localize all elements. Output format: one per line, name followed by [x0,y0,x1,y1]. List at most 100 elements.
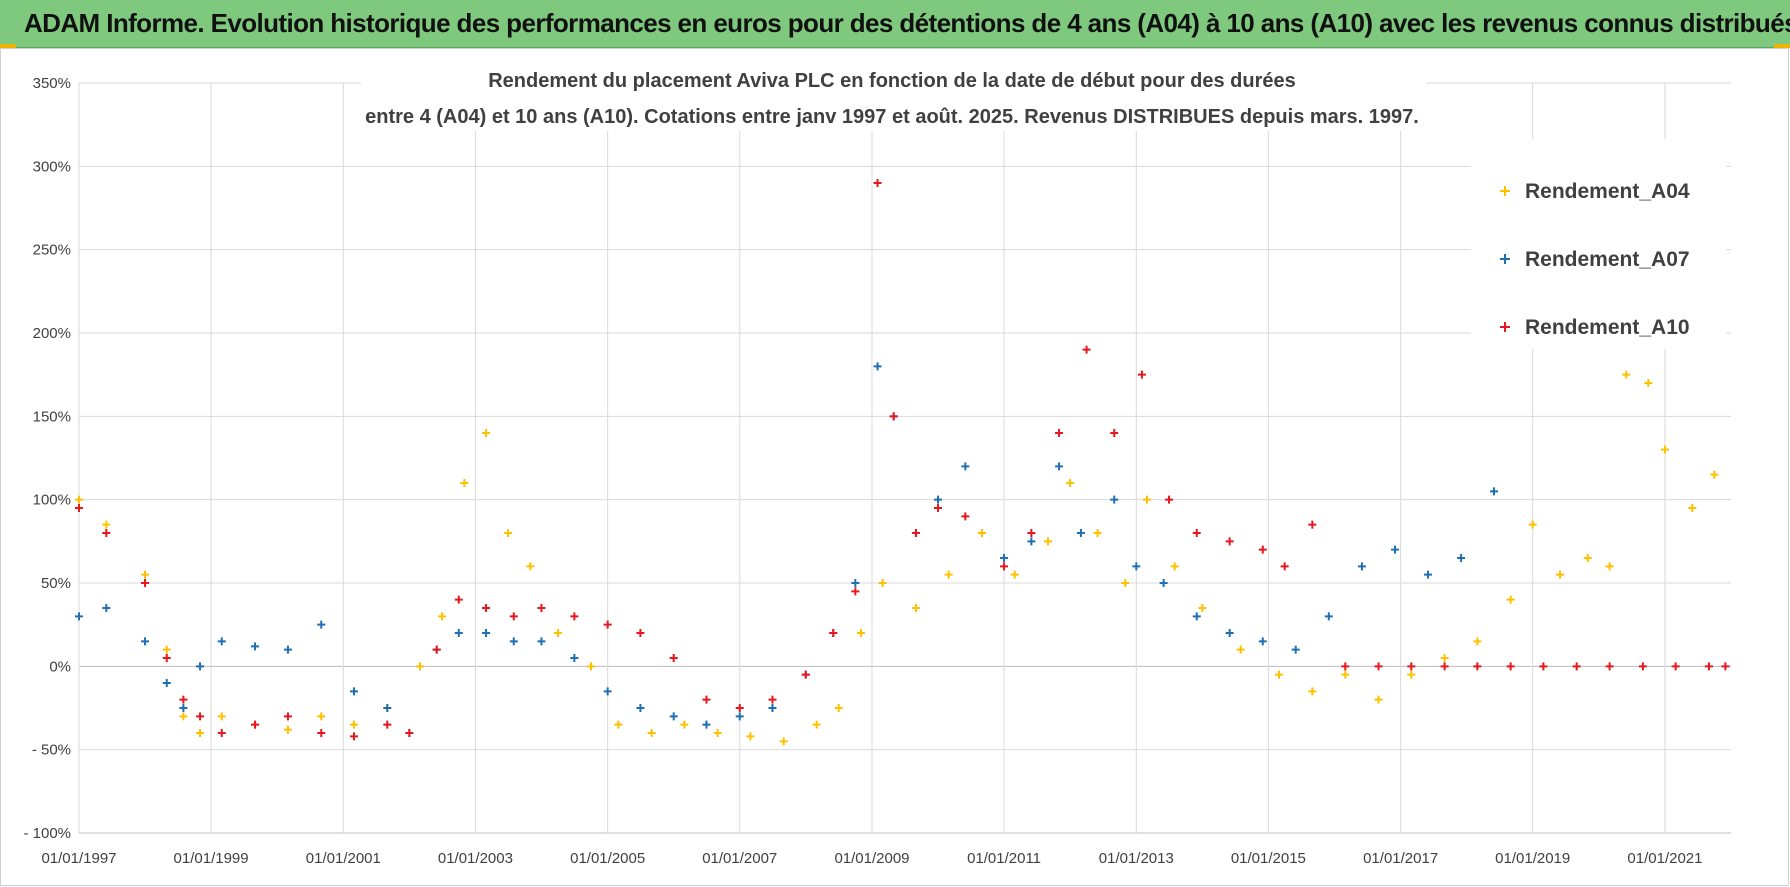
data-point-rendement_a04 [1308,687,1317,696]
data-point-rendement_a10 [1192,529,1201,537]
corner-mark-left [0,44,16,48]
data-point-rendement_a10 [1440,662,1449,671]
data-point-rendement_a10 [102,529,111,537]
data-point-rendement_a07 [1357,562,1366,571]
x-tick-label: 01/01/1999 [174,850,249,867]
data-point-rendement_a07 [1457,554,1466,562]
data-point-rendement_a04 [1506,595,1515,604]
data-point-rendement_a10 [350,732,359,741]
y-tick-label: 200% [33,325,71,342]
data-point-rendement_a04 [162,645,171,654]
data-point-rendement_a10 [251,720,260,729]
data-point-rendement_a07 [1258,637,1267,646]
data-point-rendement_a04 [217,712,226,721]
data-point-rendement_a04 [746,732,755,741]
data-point-rendement_a10 [934,504,943,512]
data-point-rendement_a07 [1000,554,1009,562]
data-point-rendement_a10 [1165,495,1174,504]
data-point-rendement_a07 [383,704,392,712]
data-point-rendement_a04 [1710,470,1719,479]
data-point-rendement_a04 [1142,495,1151,504]
data-point-rendement_a04 [1236,645,1245,654]
banner-title: ADAM Informe. Evolution historique des p… [24,8,1790,38]
data-point-rendement_a04 [1473,637,1482,646]
data-point-rendement_a07 [873,362,882,371]
y-tick-label: 100% [33,492,71,509]
legend-marker [1500,254,1510,264]
data-point-rendement_a10 [141,579,150,587]
data-point-rendement_a04 [526,562,535,571]
x-tick-label: 01/01/2001 [306,850,381,867]
data-point-rendement_a07 [961,462,970,471]
data-point-rendement_a04 [878,579,887,587]
data-point-rendement_a10 [537,604,546,612]
data-point-rendement_a04 [779,737,788,746]
data-point-rendement_a10 [873,179,882,187]
legend-marker [1500,322,1510,332]
data-point-rendement_a04 [614,720,623,729]
data-point-rendement_a10 [383,720,392,729]
data-point-rendement_a04 [1660,445,1669,454]
x-tick-label: 01/01/2005 [570,850,645,867]
data-point-rendement_a10 [1082,345,1091,354]
data-point-rendement_a07 [603,687,612,696]
data-point-rendement_a07 [1027,537,1036,546]
data-point-rendement_a04 [1275,670,1284,679]
x-tick-label: 01/01/2007 [702,850,777,867]
data-point-rendement_a10 [1280,562,1289,571]
data-point-rendement_a10 [217,729,226,737]
data-point-rendement_a04 [587,662,596,671]
data-point-rendement_a10 [1225,537,1234,546]
corner-mark-right [1774,44,1790,48]
data-point-rendement_a07 [1423,570,1432,579]
data-point-rendement_a10 [1721,662,1730,671]
data-point-rendement_a10 [482,604,491,612]
data-point-rendement_a04 [1010,570,1019,579]
data-point-rendement_a10 [829,629,838,637]
data-point-rendement_a04 [1407,670,1416,679]
data-point-rendement_a10 [1407,662,1416,671]
data-point-rendement_a07 [217,637,226,646]
data-point-rendement_a07 [162,679,171,687]
data-point-rendement_a10 [162,654,171,662]
data-point-rendement_a07 [251,642,260,651]
data-point-rendement_a10 [1110,429,1119,437]
data-point-rendement_a07 [102,604,111,612]
data-point-rendement_a04 [504,529,513,537]
legend-label: Rendement_A10 [1525,316,1690,339]
data-point-rendement_a04 [1556,570,1565,579]
data-point-rendement_a10 [570,612,579,621]
data-point-rendement_a04 [317,712,326,721]
data-point-rendement_a10 [1473,662,1482,671]
y-tick-label: - 50% [32,742,71,759]
data-point-rendement_a10 [1374,662,1383,671]
data-point-rendement_a07 [350,687,359,696]
data-point-rendement_a04 [1066,479,1075,487]
data-point-rendement_a04 [141,570,150,579]
x-tick-label: 01/01/2013 [1099,850,1174,867]
data-point-rendement_a07 [1489,487,1498,496]
data-point-rendement_a10 [454,595,463,604]
data-point-rendement_a07 [283,645,292,654]
data-point-rendement_a04 [1121,579,1130,587]
data-point-rendement_a04 [102,520,111,529]
data-point-rendement_a07 [1076,529,1085,537]
data-point-rendement_a10 [851,587,860,596]
data-point-rendement_a04 [1440,654,1449,662]
data-point-rendement_a04 [1688,504,1697,512]
data-point-rendement_a04 [911,604,920,612]
data-point-rendement_a07 [317,620,326,629]
data-point-rendement_a10 [196,712,205,721]
data-point-rendement_a10 [961,512,970,521]
y-tick-label: - 100% [23,825,71,842]
data-point-rendement_a10 [911,529,920,537]
scatter-chart: 350% 300% 250% 200% 150% 100% 50% 0% - 50% - 100%… [23,57,1731,867]
data-point-rendement_a07 [702,720,711,729]
legend-box [1471,139,1726,349]
data-point-rendement_a10 [801,670,810,679]
data-point-rendement_a04 [713,729,722,737]
x-tick-label: 01/01/2009 [834,850,909,867]
y-tick-label: 250% [33,242,71,259]
data-point-rendement_a04 [647,729,656,737]
data-point-rendement_a07 [1110,495,1119,504]
